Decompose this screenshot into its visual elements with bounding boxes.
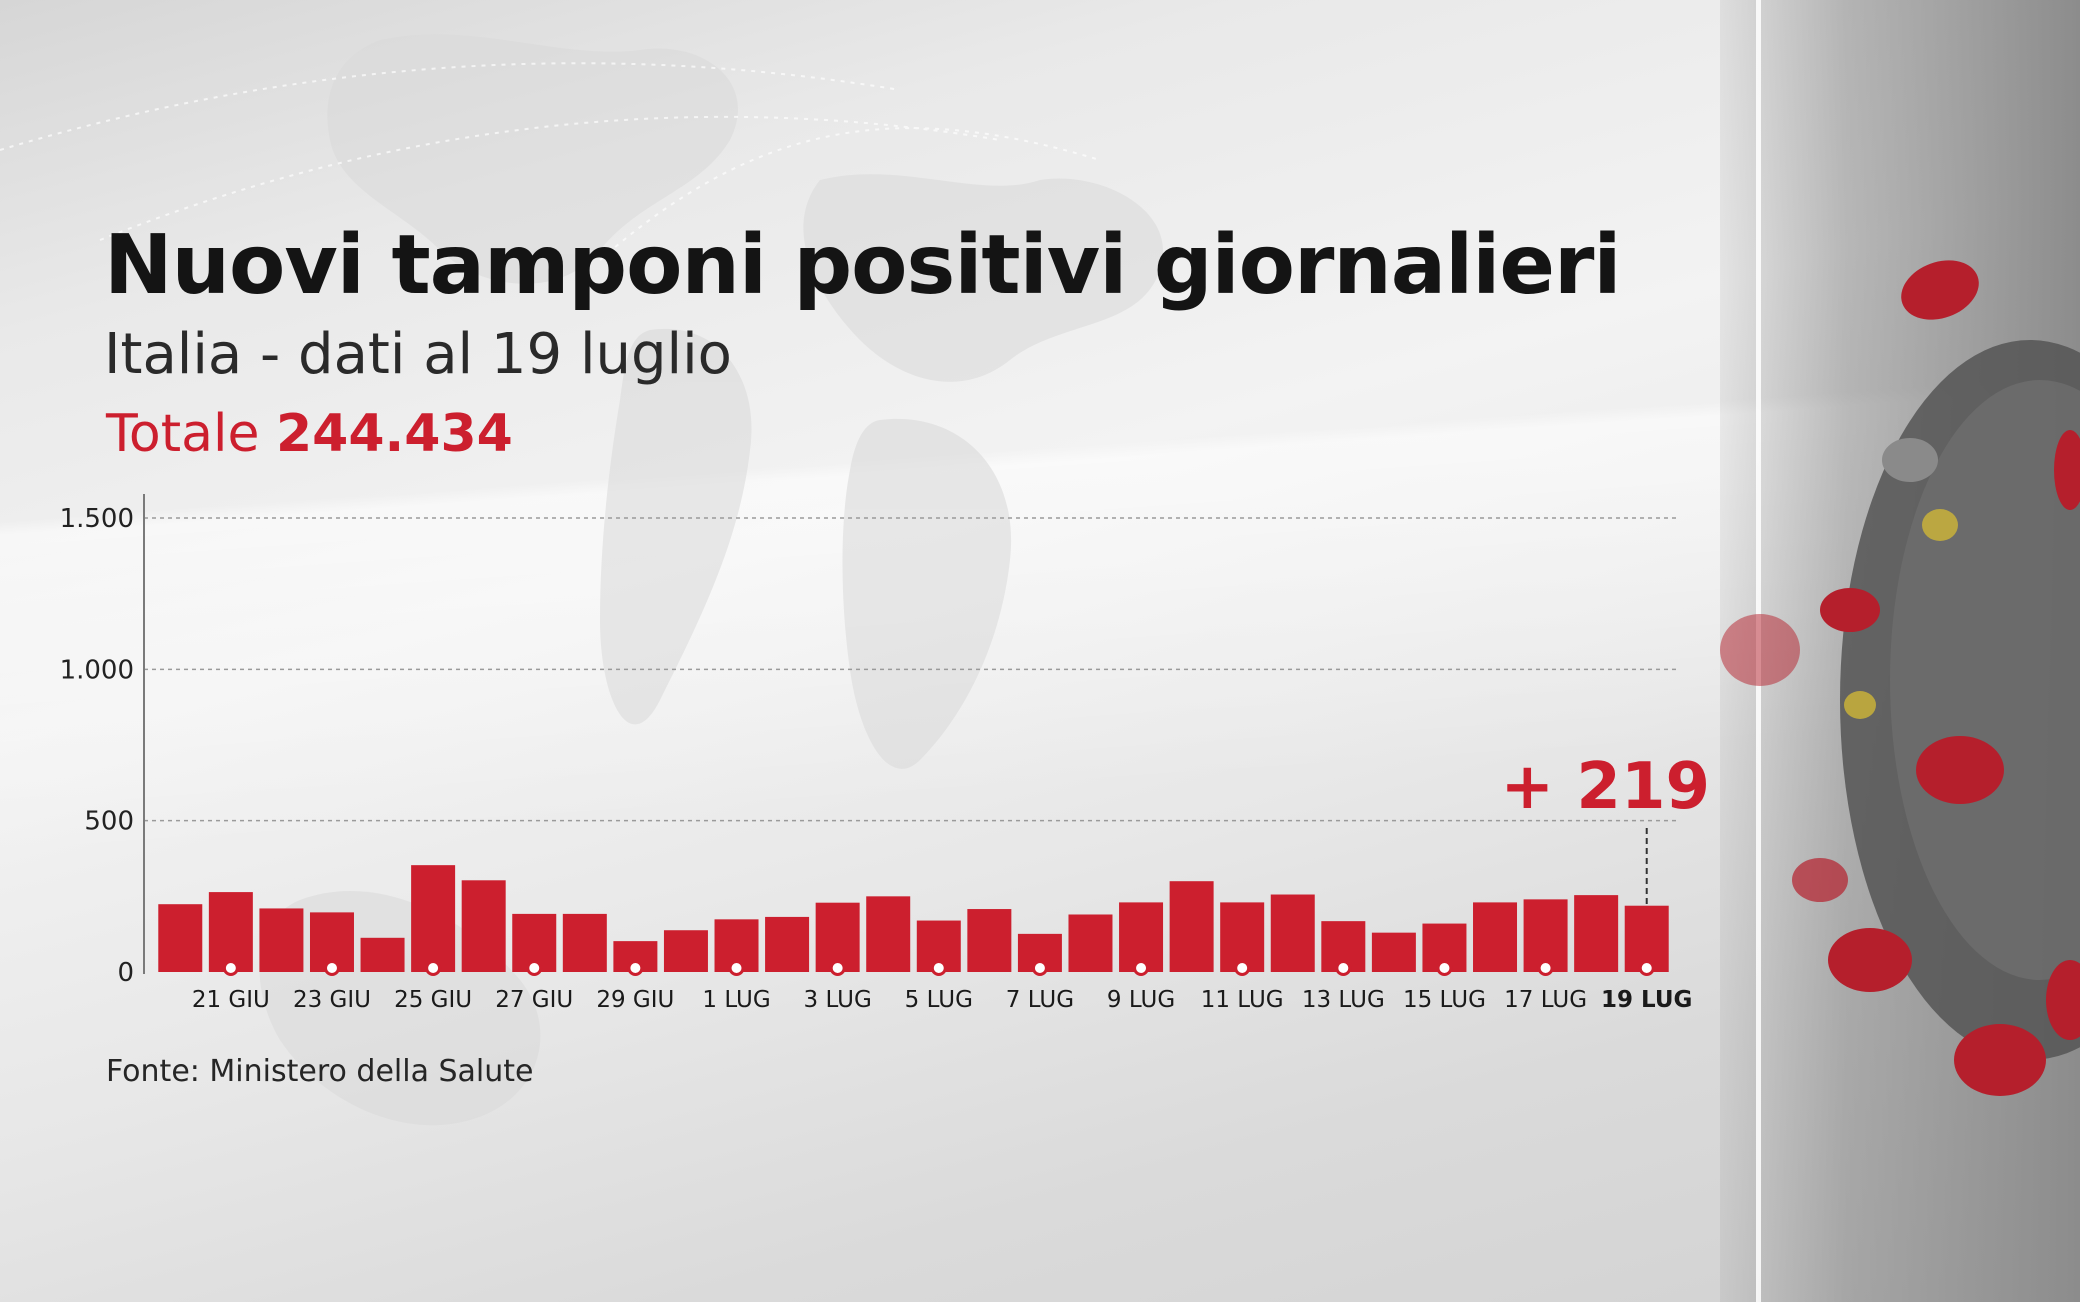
- y-tick-label: 1.000: [60, 655, 134, 685]
- bar: [1068, 914, 1113, 972]
- x-tick-label: 11 LUG: [1201, 987, 1284, 1013]
- x-tick-label: 1 LUG: [702, 987, 770, 1013]
- x-tick-label: 5 LUG: [905, 987, 973, 1013]
- x-tick-label: 7 LUG: [1006, 987, 1074, 1013]
- x-tick-marker: [1133, 960, 1150, 976]
- bar: [1270, 894, 1315, 972]
- x-tick-marker: [728, 960, 745, 976]
- x-tick-marker: [323, 960, 340, 976]
- x-tick-label: 17 LUG: [1504, 987, 1587, 1013]
- bar: [663, 930, 708, 972]
- chart-title: Nuovi tamponi positivi giornalieri: [104, 218, 1622, 313]
- x-tick-marker: [1335, 960, 1352, 976]
- bar: [158, 904, 203, 972]
- bar: [967, 909, 1012, 972]
- bar: [461, 880, 506, 972]
- x-tick-marker: [1638, 960, 1655, 976]
- chart-subtitle: Italia - dati al 19 luglio: [104, 322, 732, 387]
- total-label: Totale: [106, 404, 260, 464]
- x-tick-marker: [526, 960, 543, 976]
- x-tick-label: 23 GIU: [293, 987, 371, 1013]
- coronavirus-illustration: [1720, 260, 2080, 1096]
- x-tick-marker: [1436, 960, 1453, 976]
- bar: [411, 865, 456, 972]
- x-tick-label: 3 LUG: [804, 987, 872, 1013]
- bar: [1473, 902, 1518, 972]
- bar: [259, 908, 304, 972]
- bar: [1371, 932, 1416, 972]
- bar: [562, 913, 607, 972]
- bar: [1574, 895, 1619, 972]
- x-tick-marker: [627, 960, 644, 976]
- x-tick-label: 15 LUG: [1403, 987, 1486, 1013]
- y-tick-label: 500: [84, 807, 134, 837]
- total-count: Totale 244.434: [106, 404, 513, 464]
- bar: [1169, 881, 1214, 972]
- x-tick-label: 13 LUG: [1302, 987, 1385, 1013]
- bar: [765, 916, 810, 972]
- x-tick-marker: [930, 960, 947, 976]
- highlight-value-label: + 219: [1501, 750, 1711, 824]
- x-tick-label: 19 LUG: [1601, 987, 1692, 1013]
- bar: [360, 937, 405, 972]
- y-tick-label: 0: [117, 958, 134, 988]
- x-tick-marker: [222, 960, 239, 976]
- x-tick-label: 9 LUG: [1107, 987, 1175, 1013]
- source-note: Fonte: Ministero della Salute: [106, 1054, 534, 1089]
- x-tick-marker: [1234, 960, 1251, 976]
- x-tick-label: 21 GIU: [192, 987, 270, 1013]
- bar: [866, 896, 911, 972]
- x-tick-marker: [1537, 960, 1554, 976]
- x-tick-marker: [1031, 960, 1048, 976]
- bar: [208, 892, 253, 972]
- x-tick-marker: [829, 960, 846, 976]
- x-tick-marker: [425, 960, 442, 976]
- y-tick-label: 1.500: [60, 504, 134, 534]
- x-tick-label: 29 GIU: [596, 987, 674, 1013]
- bar: [1523, 899, 1568, 972]
- x-tick-label: 25 GIU: [394, 987, 472, 1013]
- x-tick-label: 27 GIU: [495, 987, 573, 1013]
- total-value: 244.434: [275, 404, 513, 464]
